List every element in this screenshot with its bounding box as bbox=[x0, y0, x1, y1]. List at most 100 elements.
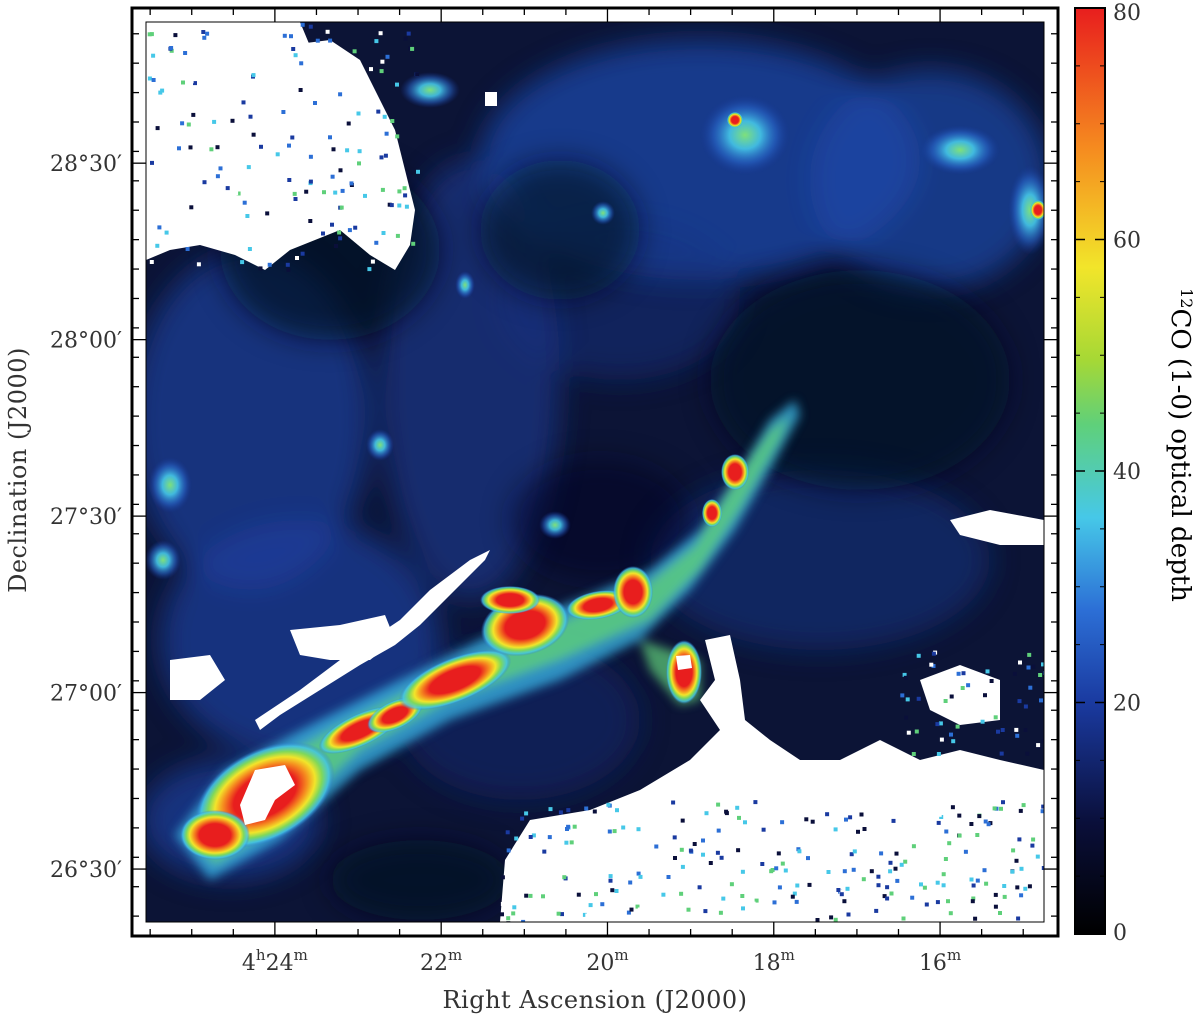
speckle bbox=[936, 820, 941, 825]
speckle bbox=[349, 181, 354, 186]
speckle bbox=[275, 152, 280, 157]
speckle bbox=[1010, 869, 1015, 874]
speckle bbox=[872, 857, 876, 862]
speckle bbox=[842, 899, 847, 904]
speckle bbox=[246, 165, 251, 170]
speckle bbox=[996, 729, 1000, 734]
speckle bbox=[740, 894, 745, 898]
speckle bbox=[1030, 843, 1035, 848]
speckle bbox=[971, 896, 976, 901]
colorbar-label: 12CO (1-0) optical depth bbox=[1165, 288, 1196, 602]
speckle bbox=[607, 829, 612, 834]
speckle bbox=[1012, 671, 1017, 676]
speckle bbox=[330, 174, 335, 179]
speckle bbox=[1041, 662, 1044, 667]
speckle bbox=[820, 828, 825, 833]
speckle bbox=[839, 889, 844, 894]
speckle bbox=[1016, 916, 1021, 921]
speckle bbox=[993, 715, 998, 720]
speckle bbox=[885, 896, 890, 901]
speckle bbox=[338, 236, 343, 241]
speckle bbox=[531, 833, 536, 838]
speckle bbox=[378, 31, 383, 36]
speckle bbox=[251, 132, 256, 137]
speckle bbox=[876, 883, 881, 888]
speckle bbox=[903, 859, 908, 864]
speckle bbox=[1026, 665, 1031, 670]
speckle bbox=[387, 174, 392, 179]
speckle bbox=[585, 913, 590, 918]
speckle bbox=[701, 852, 705, 857]
speckle bbox=[901, 916, 906, 921]
speckle bbox=[286, 267, 291, 272]
speckle bbox=[753, 800, 758, 805]
speckle bbox=[340, 188, 345, 193]
speckle bbox=[183, 51, 188, 55]
x-tick-label: 22m bbox=[420, 946, 462, 976]
speckle bbox=[1015, 733, 1020, 738]
speckle bbox=[975, 833, 980, 837]
speckle bbox=[993, 904, 998, 909]
speckle bbox=[1025, 751, 1030, 756]
x-tick-minutes: 20 bbox=[586, 951, 614, 976]
speckle bbox=[1041, 866, 1044, 870]
colorbar-tick-label: 40 bbox=[1113, 460, 1141, 485]
speckle bbox=[977, 814, 982, 819]
speckle bbox=[736, 848, 741, 853]
speckle bbox=[845, 886, 850, 891]
speckle bbox=[592, 809, 597, 814]
speckle bbox=[293, 197, 298, 201]
speckle bbox=[827, 888, 831, 893]
speckle bbox=[929, 662, 934, 667]
speckle bbox=[541, 832, 546, 836]
speckle bbox=[404, 204, 409, 209]
speckle bbox=[411, 241, 416, 246]
speckle bbox=[157, 225, 162, 230]
speckle bbox=[308, 24, 313, 29]
speckle bbox=[248, 114, 253, 119]
y-tick-label: 28°00′ bbox=[50, 329, 122, 354]
speckle bbox=[397, 189, 402, 194]
speckle bbox=[299, 61, 304, 66]
speckle bbox=[338, 92, 343, 97]
speckle bbox=[943, 699, 948, 703]
speckle bbox=[325, 29, 330, 34]
speckle bbox=[506, 848, 511, 853]
speckle bbox=[733, 836, 738, 840]
colorbar-tick-label: 20 bbox=[1113, 692, 1141, 717]
speckle bbox=[608, 874, 613, 879]
speckle bbox=[957, 833, 962, 838]
speckle bbox=[844, 906, 848, 911]
speckle bbox=[558, 810, 563, 815]
speckle bbox=[792, 891, 797, 896]
speckle bbox=[650, 863, 655, 868]
speckle bbox=[986, 822, 991, 827]
speckle bbox=[942, 737, 947, 742]
speckle bbox=[240, 260, 245, 265]
x-tick-minutes: 16 bbox=[919, 951, 947, 976]
speckle bbox=[385, 54, 390, 59]
speckle bbox=[382, 114, 387, 119]
speckle bbox=[692, 842, 697, 846]
speckle bbox=[313, 101, 317, 105]
speckle bbox=[970, 899, 975, 904]
speckle bbox=[729, 882, 734, 887]
speckle bbox=[149, 260, 154, 264]
speckle bbox=[173, 33, 178, 38]
speckle bbox=[600, 902, 605, 907]
speckle bbox=[304, 189, 309, 194]
speckle bbox=[973, 916, 978, 921]
speckle bbox=[626, 910, 631, 915]
speckle bbox=[180, 121, 185, 126]
speckle bbox=[353, 225, 358, 230]
speckle bbox=[795, 883, 800, 888]
speckle bbox=[363, 193, 367, 198]
colorbar-tick-label: 80 bbox=[1113, 1, 1141, 26]
speckle bbox=[889, 891, 894, 896]
speckle bbox=[687, 881, 692, 886]
speckle bbox=[1002, 894, 1007, 899]
speckle bbox=[1031, 664, 1036, 669]
speckle bbox=[169, 46, 174, 50]
speckle bbox=[287, 143, 291, 148]
speckle bbox=[395, 82, 399, 87]
